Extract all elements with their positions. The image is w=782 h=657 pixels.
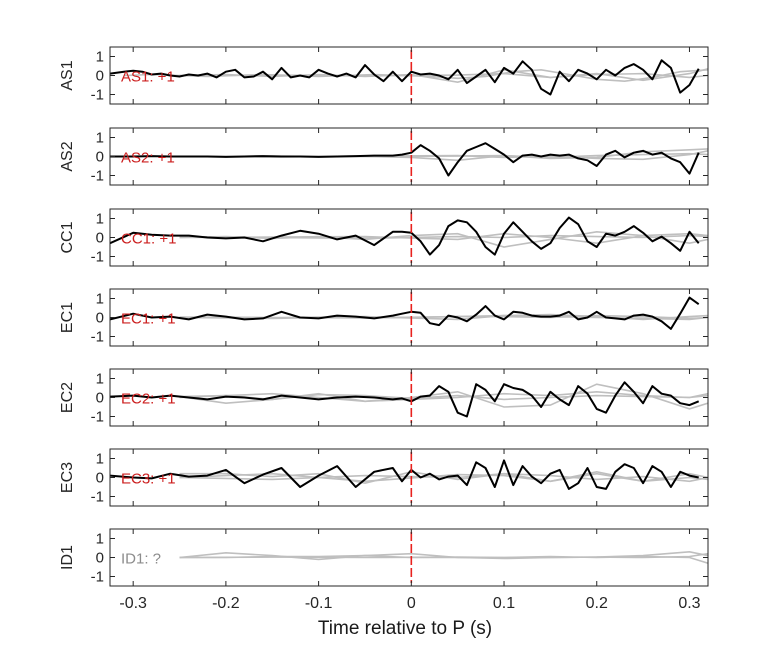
highlight-trace xyxy=(110,59,700,96)
highlight-trace xyxy=(110,216,700,256)
station-label: CC1 xyxy=(59,221,76,253)
station-label: AS1 xyxy=(59,60,76,90)
highlight-trace xyxy=(110,296,700,330)
panel-ec2: 1 0 -1 EC2 EC2: +1 xyxy=(59,368,709,427)
y-tick-label: -1 xyxy=(91,168,104,185)
x-tick-label: -0.3 xyxy=(119,595,147,612)
panels-group: 1 0 -1 AS1 AS1: +1 1 0 -1 AS2 AS2: +1 1 0 -1 CC1 CC1: … xyxy=(59,46,709,612)
panel-cc1: 1 0 -1 CC1 CC1: +1 xyxy=(59,208,709,267)
polarity-label: AS2: +1 xyxy=(121,150,175,167)
station-label: EC1 xyxy=(59,302,76,333)
background-trace xyxy=(179,552,708,559)
panel-id1: 1 0 -1 ID1 ID1: ? -0.3 -0.2 -0.1 0 0.1 0.2 0.3 xyxy=(59,528,709,612)
x-tick-label: -0.2 xyxy=(212,595,240,612)
y-tick-label: -1 xyxy=(91,87,104,104)
y-tick-label: 0 xyxy=(96,470,104,487)
y-tick-label: 0 xyxy=(96,230,104,247)
polarity-label: EC3: +1 xyxy=(121,471,176,488)
background-trace xyxy=(179,68,708,84)
polarity-label: AS1: +1 xyxy=(121,69,175,86)
highlight-trace xyxy=(110,381,700,418)
highlight-trace xyxy=(110,459,699,490)
y-tick-label: 1 xyxy=(96,49,104,66)
x-tick-label: 0.3 xyxy=(678,595,700,612)
polarity-label: CC1: +1 xyxy=(121,231,176,248)
station-label: EC2 xyxy=(59,382,76,413)
x-tick-label: 0 xyxy=(407,595,416,612)
background-trace xyxy=(179,393,708,405)
y-tick-label: 1 xyxy=(96,451,104,468)
station-label: ID1 xyxy=(59,545,76,570)
y-tick-label: 1 xyxy=(96,371,104,388)
y-tick-label: 0 xyxy=(96,550,104,567)
panel-ec3: 1 0 -1 EC3 EC3: +1 xyxy=(59,448,709,507)
y-tick-label: -1 xyxy=(91,329,104,346)
panel-ec1: 1 0 -1 EC1 EC1: +1 xyxy=(59,288,709,347)
polarity-label: EC2: +1 xyxy=(121,391,176,408)
polarity-label: EC1: +1 xyxy=(121,311,176,328)
station-label: EC3 xyxy=(59,462,76,493)
panel-as2: 1 0 -1 AS2 AS2: +1 xyxy=(59,127,709,186)
y-tick-label: 1 xyxy=(96,130,104,147)
y-tick-label: 0 xyxy=(96,68,104,85)
y-tick-label: 0 xyxy=(96,390,104,407)
y-tick-label: -1 xyxy=(91,569,104,586)
y-tick-label: 0 xyxy=(96,149,104,166)
polarity-label: ID1: ? xyxy=(121,551,161,568)
y-tick-label: -1 xyxy=(91,249,104,266)
y-tick-label: -1 xyxy=(91,409,104,426)
y-tick-label: -1 xyxy=(91,489,104,506)
highlight-trace xyxy=(110,142,700,177)
y-tick-label: 1 xyxy=(96,531,104,548)
x-tick-label: 0.1 xyxy=(493,595,515,612)
y-tick-label: 1 xyxy=(96,291,104,308)
y-tick-label: 1 xyxy=(96,211,104,228)
x-tick-label: -0.1 xyxy=(305,595,333,612)
background-trace xyxy=(179,72,708,79)
panel-as1: 1 0 -1 AS1 AS1: +1 xyxy=(59,46,709,105)
x-axis-label: Time relative to P (s) xyxy=(318,618,492,639)
station-label: AS2 xyxy=(59,141,76,171)
y-tick-label: 0 xyxy=(96,310,104,327)
x-tick-label: 0.2 xyxy=(586,595,608,612)
